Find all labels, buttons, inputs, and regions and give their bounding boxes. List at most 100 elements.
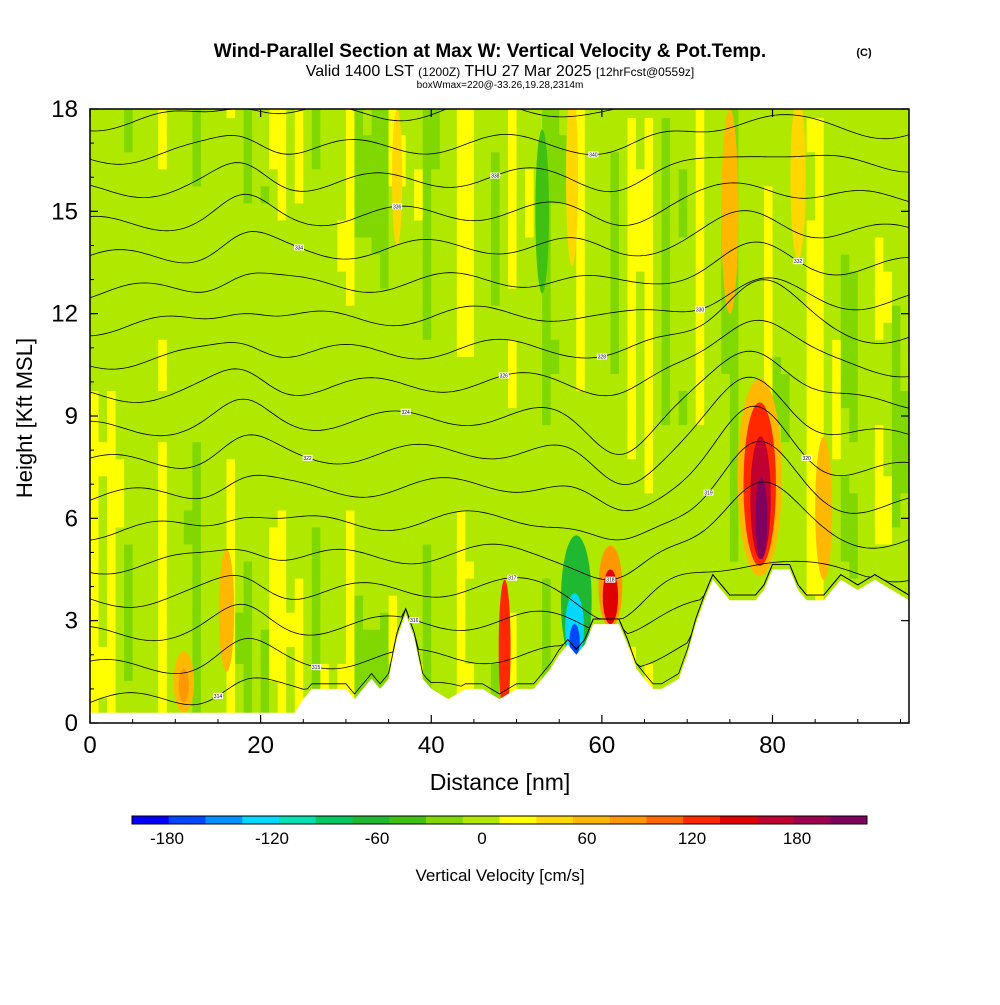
field-cell [687, 526, 697, 545]
field-cell [644, 595, 654, 613]
field-cell [883, 578, 893, 596]
field-cell [678, 458, 688, 477]
field-cell [405, 339, 415, 357]
field-cell [371, 253, 381, 272]
field-cell [209, 390, 219, 409]
field-cell [806, 288, 816, 306]
field-cell [661, 305, 671, 323]
field-cell [363, 612, 373, 630]
field-cell [183, 185, 193, 204]
field-cell [542, 339, 552, 357]
field-cell [601, 509, 612, 528]
field-cell [516, 236, 526, 255]
field-cell [456, 492, 466, 511]
field-cell [192, 373, 202, 392]
field-cell [311, 492, 321, 511]
field-cell [456, 356, 466, 374]
field-cell [158, 458, 168, 477]
field-cell [422, 441, 432, 460]
field-cell [141, 407, 151, 426]
field-cell [243, 578, 253, 596]
field-cell [584, 373, 594, 392]
field-cell [337, 663, 347, 681]
field-cell [217, 373, 228, 392]
field-cell [798, 458, 808, 477]
field-cell [422, 475, 432, 494]
field-cell [439, 509, 449, 528]
field-cell [107, 236, 117, 255]
field-cell [380, 578, 390, 596]
field-cell [712, 185, 722, 204]
field-cell [823, 578, 833, 596]
field-cell [482, 322, 492, 340]
field-cell [414, 134, 424, 153]
field-cell [695, 356, 705, 374]
field-cell [593, 578, 603, 596]
field-cell [661, 236, 671, 255]
field-cell [550, 134, 560, 153]
field-cell [286, 356, 296, 374]
field-cell [414, 288, 424, 306]
colorbar-tick-label: -120 [255, 829, 289, 848]
field-cell [763, 109, 774, 119]
field-cell [166, 509, 176, 528]
field-cell [166, 202, 176, 221]
field-cell [260, 322, 270, 340]
field-cell [772, 288, 782, 306]
field-cell [618, 322, 629, 340]
field-cell [422, 151, 432, 170]
field-cell [508, 646, 518, 664]
field-cell [490, 339, 501, 357]
field-cell [243, 680, 253, 699]
field-cell [874, 560, 885, 579]
field-cell [644, 578, 654, 596]
field-cell [456, 219, 466, 238]
field-cell [200, 526, 211, 545]
field-cell [286, 629, 296, 647]
field-cell [559, 509, 569, 528]
field-cell [115, 236, 125, 255]
field-cell [866, 236, 876, 255]
field-cell [857, 219, 867, 238]
field-cell [107, 322, 117, 340]
field-cell [414, 322, 424, 340]
field-cell [303, 305, 313, 323]
field-cell [286, 202, 296, 221]
field-cell [320, 458, 330, 477]
colorbar-swatch [756, 816, 794, 824]
field-cell [559, 185, 569, 204]
field-cell [405, 509, 415, 528]
contour-label-bg [294, 244, 305, 251]
field-cell [200, 578, 211, 596]
field-cell [158, 441, 168, 460]
field-cell [235, 202, 245, 221]
field-cell [166, 134, 176, 153]
field-cell [695, 202, 705, 221]
field-cell [567, 407, 577, 426]
field-cell [857, 134, 867, 153]
field-cell [712, 288, 722, 306]
field-cell [687, 185, 697, 204]
field-cell [729, 322, 739, 340]
field-cell [644, 560, 654, 579]
field-cell [900, 492, 909, 511]
field-cell [158, 202, 168, 221]
field-cell [209, 134, 219, 153]
field-cell [525, 373, 535, 392]
field-cell [115, 697, 125, 716]
field-cell [243, 458, 253, 477]
field-cell [107, 560, 117, 579]
field-cell [857, 339, 867, 357]
field-cell [857, 322, 867, 340]
field-cell [260, 117, 270, 136]
field-cell [490, 253, 501, 272]
field-cell [345, 492, 356, 511]
field-cell [542, 271, 552, 289]
field-cell [217, 407, 228, 426]
field-cell [388, 595, 398, 613]
field-cell [166, 109, 176, 119]
field-cell [328, 151, 339, 170]
field-cell [746, 373, 757, 392]
field-cell [337, 390, 347, 409]
